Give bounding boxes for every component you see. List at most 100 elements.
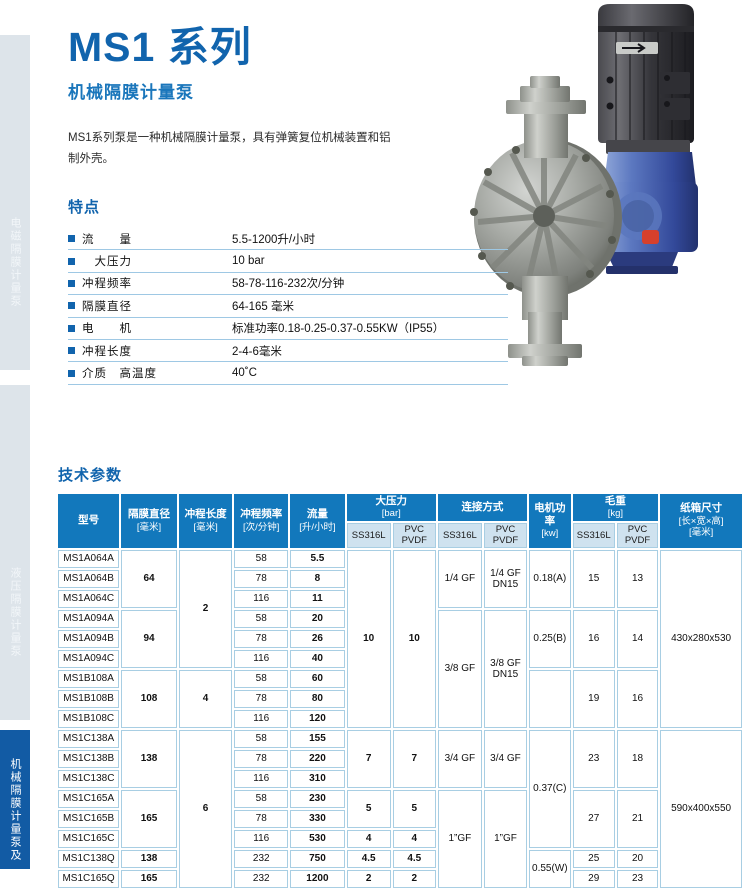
cell-diaphragm-diameter: 94	[121, 609, 177, 668]
cell-model: MS1C165Q	[58, 869, 120, 888]
cell-flow: 310	[290, 769, 345, 788]
cell-flow: 1200	[290, 869, 345, 888]
bullet-square-icon	[68, 369, 75, 377]
th-motor-power: 电机功率 [kw]	[529, 494, 571, 548]
cell-model: MS1A064A	[58, 549, 120, 568]
cell-model: MS1A094B	[58, 629, 120, 648]
th-connection: 连接方式	[437, 494, 528, 521]
th-pressure-pvcpvdf: PVC PVDF	[392, 523, 436, 548]
cell-connection-pvcpvdf: 1/4 GF DN15	[483, 549, 528, 608]
cell-pressure-ss316l: 4.5	[346, 849, 391, 868]
th-stroke-length: 冲程长度 [毫米]	[178, 494, 233, 548]
bullet-square-icon	[68, 302, 75, 310]
cell-stroke-frequency: 232	[234, 849, 289, 868]
cell-flow: 220	[290, 749, 345, 768]
cell-pressure-ss316l: 4	[346, 829, 391, 848]
table-row: MS1A094B 78 26	[58, 629, 742, 648]
bullet-square-icon	[68, 324, 75, 332]
th-flow: 流量 [升/小时]	[290, 494, 345, 548]
sidebar-tab-hydraulic[interactable]: 液压隔膜计量泵	[0, 385, 30, 720]
cell-diaphragm-diameter: 165	[121, 869, 177, 888]
cell-model: MS1A094C	[58, 649, 120, 668]
cell-stroke-frequency: 78	[234, 809, 289, 828]
cell-stroke-frequency: 58	[234, 669, 289, 688]
features-list: 流 量 5.5-1200升/小时 大压力 10 bar 冲程频率 58-78-116-2…	[68, 228, 508, 385]
cell-flow: 11	[290, 589, 345, 608]
cell-flow: 8	[290, 569, 345, 588]
feature-value: 64-165 毫米	[232, 300, 295, 313]
cell-connection-pvcpvdf: 3/8 GF DN15	[483, 609, 528, 728]
cell-stroke-frequency: 58	[234, 789, 289, 808]
th-pressure-unit: [bar]	[381, 508, 401, 520]
cell-stroke-frequency: 78	[234, 569, 289, 588]
sidebar: 电磁隔膜计量泵 液压隔膜计量泵 机械隔膜计量泵及	[0, 0, 30, 869]
cell-stroke-frequency: 232	[234, 869, 289, 888]
bullet-square-icon	[68, 235, 75, 243]
cell-diaphragm-diameter: 108	[121, 669, 177, 728]
bullet-square-icon	[68, 279, 75, 287]
feature-label: 冲程长度	[82, 345, 132, 358]
cell-pressure-pvcpvdf: 2	[392, 869, 436, 888]
cell-weight-pvcpvdf: 20	[616, 849, 659, 868]
th-weight: 毛重 [kg]	[572, 494, 659, 521]
th-pressure: 大压力 [bar]	[346, 494, 436, 521]
cell-stroke-frequency: 78	[234, 749, 289, 768]
specs-section-title: 技术参数	[58, 467, 123, 484]
table-row: MS1A064A 64 2 58 5.5 10 10 1/4 GF 1/4 GF DN15 0.18…	[58, 549, 742, 728]
cell-stroke-length: 6	[178, 729, 233, 888]
cell-weight-ss316l: 23	[572, 729, 615, 788]
cell-diaphragm-diameter: 64	[121, 549, 177, 608]
feature-label: 冲程频率	[82, 278, 132, 291]
cell-flow: 120	[290, 709, 345, 728]
cell-pressure-ss316l: 7	[346, 729, 391, 788]
cell-weight-ss316l: 16	[572, 609, 615, 668]
cell-weight-pvcpvdf: 16	[616, 669, 659, 728]
cell-flow: 40	[290, 649, 345, 668]
sidebar-tab-mechanical[interactable]: 机械隔膜计量泵及	[0, 730, 30, 869]
spec-table-body: MS1A064A 64 2 58 5.5 10 10 1/4 GF 1/4 GF DN15 0.18…	[58, 549, 742, 888]
cell-flow: 330	[290, 809, 345, 828]
cell-model: MS1B108C	[58, 709, 120, 728]
cell-weight-ss316l: 25	[572, 849, 615, 868]
table-row: MS1A064B 78 8	[58, 569, 742, 588]
cell-connection-ss316l: 3/8 GF	[437, 609, 482, 728]
cell-stroke-frequency: 116	[234, 709, 289, 728]
cell-flow: 530	[290, 829, 345, 848]
cell-model: MS1B108B	[58, 689, 120, 708]
cell-flow: 26	[290, 629, 345, 648]
cell-model: MS1C138Q	[58, 849, 120, 868]
feature-row: 介质 高温度 40˚C	[68, 362, 508, 385]
cell-connection-pvcpvdf: 1”GF	[483, 789, 528, 888]
cell-carton-size: 430x280x530	[660, 549, 742, 728]
th-connection-ss316l: SS316L	[437, 523, 482, 548]
cell-model: MS1C165A	[58, 789, 120, 808]
th-carton-size-unit2: [毫米]	[688, 527, 714, 539]
cell-weight-pvcpvdf: 21	[616, 789, 659, 848]
cell-model: MS1A094A	[58, 609, 120, 628]
cell-model: MS1C138A	[58, 729, 120, 748]
cell-model: MS1C138C	[58, 769, 120, 788]
table-row: MS1C138C 116 310	[58, 769, 742, 788]
table-row: MS1C165Q 165 232 1200 2 2 29 23	[58, 869, 742, 888]
th-model: 型号	[58, 494, 120, 548]
cell-weight-ss316l: 15	[572, 549, 615, 608]
cell-flow: 155	[290, 729, 345, 748]
feature-value: 5.5-1200升/小时	[232, 233, 316, 246]
cell-pressure-ss316l: 2	[346, 869, 391, 888]
sidebar-tab-electromagnetic[interactable]: 电磁隔膜计量泵	[0, 35, 30, 370]
cell-weight-pvcpvdf: 13	[616, 549, 659, 608]
feature-value: 58-78-116-232次/分钟	[232, 278, 345, 291]
intro-paragraph: MS1系列泵是一种机械隔膜计量泵，具有弹簧复位机械装置和铝制外壳。	[68, 132, 391, 166]
feature-row: 电 机 标准功率0.18-0.25-0.37-0.55KW（IP55）	[68, 318, 508, 340]
cell-connection-ss316l: 3/4 GF	[437, 729, 482, 788]
cell-stroke-length: 2	[178, 549, 233, 668]
cell-pressure-pvcpvdf: 7	[392, 729, 436, 788]
cell-pressure-pvcpvdf: 4	[392, 829, 436, 848]
cell-stroke-frequency: 116	[234, 829, 289, 848]
th-connection-pvcpvdf: PVC PVDF	[483, 523, 528, 548]
feature-value: 标准功率0.18-0.25-0.37-0.55KW（IP55）	[232, 323, 445, 336]
table-row: MS1C165A 165 58 230 5 5 1”GF 1”GF 27 21	[58, 789, 742, 888]
cell-pressure-pvcpvdf: 4.5	[392, 849, 436, 868]
cell-diaphragm-diameter: 138	[121, 729, 177, 788]
cell-model: MS1A064C	[58, 589, 120, 608]
